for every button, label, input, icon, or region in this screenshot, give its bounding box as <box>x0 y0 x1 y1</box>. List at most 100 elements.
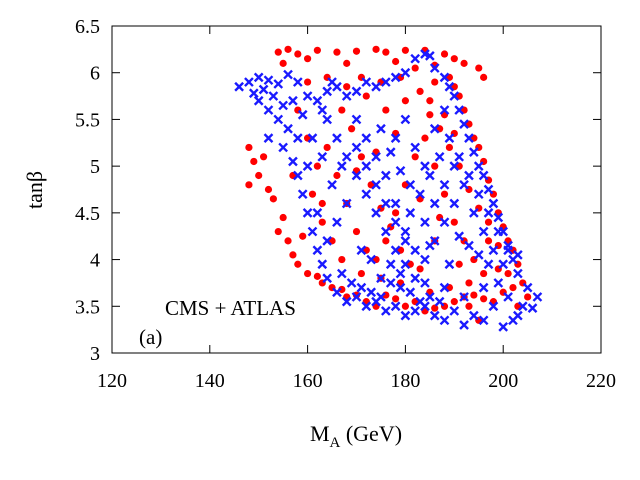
red-data-point <box>509 284 517 292</box>
blue-data-point <box>449 161 460 171</box>
blue-data-point <box>395 282 406 293</box>
blue-data-point <box>444 133 455 143</box>
red-data-point <box>304 55 312 63</box>
red-data-point <box>411 153 419 161</box>
blue-data-point <box>420 217 430 228</box>
blue-data-point <box>341 91 352 101</box>
red-data-point <box>382 106 390 114</box>
blue-data-point <box>361 133 372 143</box>
blue-data-point <box>405 208 416 218</box>
blue-data-point <box>395 268 406 279</box>
blue-data-point <box>248 88 259 99</box>
blue-data-point <box>439 72 450 83</box>
blue-data-point <box>307 133 318 143</box>
blue-data-point <box>454 151 465 162</box>
red-data-point <box>401 97 409 105</box>
red-data-point <box>352 47 361 55</box>
blue-data-point <box>371 151 381 162</box>
blue-data-point <box>317 151 328 162</box>
red-data-point <box>304 78 312 86</box>
red-data-point <box>460 59 468 67</box>
red-data-point <box>484 237 493 245</box>
blue-data-point <box>263 105 274 115</box>
y-tick-label: 5.5 <box>75 109 100 131</box>
blue-data-point <box>420 278 430 288</box>
red-data-point <box>411 64 419 72</box>
blue-data-point <box>469 147 479 157</box>
blue-data-point <box>469 208 479 218</box>
blue-data-point <box>371 179 381 190</box>
x-axis-title: MA (GeV) <box>310 421 402 451</box>
blue-data-point <box>488 245 499 256</box>
blue-data-point <box>317 105 328 115</box>
blue-data-point <box>498 321 509 332</box>
blue-data-point <box>380 226 391 237</box>
red-data-point <box>426 111 434 119</box>
blue-data-point <box>410 245 421 256</box>
blue-data-point <box>425 170 435 181</box>
blue-data-point <box>503 245 513 256</box>
red-data-point <box>392 209 400 217</box>
red-data-point <box>382 237 390 245</box>
blue-data-point <box>322 86 333 97</box>
blue-data-point <box>478 170 489 181</box>
blue-data-point <box>483 184 494 195</box>
blue-data-point <box>449 306 460 316</box>
red-data-point <box>445 143 454 152</box>
red-data-point <box>480 295 488 303</box>
blue-data-point <box>385 147 396 157</box>
blue-data-point <box>366 254 377 265</box>
red-data-point <box>475 64 483 72</box>
blue-data-point <box>493 212 504 223</box>
blue-data-point <box>429 310 440 321</box>
blue-data-point <box>292 170 303 181</box>
blue-data-point <box>390 72 401 83</box>
red-data-point <box>313 162 321 170</box>
blue-data-point <box>312 245 323 256</box>
blue-data-point <box>390 198 401 209</box>
blue-data-point <box>317 259 328 270</box>
blue-data-point <box>444 259 455 270</box>
red-data-point <box>294 260 302 268</box>
y-tick-label: 4 <box>90 250 100 272</box>
x-tick-label: 160 <box>293 370 323 392</box>
red-data-point <box>250 157 258 166</box>
blue-data-point <box>390 217 401 228</box>
y-tick-label: 3 <box>90 343 100 365</box>
blue-data-point <box>371 81 381 92</box>
red-data-point <box>279 213 287 222</box>
blue-data-point <box>307 226 318 237</box>
blue-data-point <box>429 198 440 209</box>
blue-data-point <box>302 91 313 101</box>
blue-data-point <box>425 240 435 251</box>
blue-data-point <box>385 278 396 288</box>
red-data-point <box>426 97 434 105</box>
blue-data-point <box>517 301 528 312</box>
x-tick-label: 200 <box>488 370 518 392</box>
blue-data-point <box>278 142 288 153</box>
blue-data-point <box>400 310 411 321</box>
blue-data-point <box>454 231 465 242</box>
red-data-point <box>338 106 346 114</box>
blue-data-point <box>513 250 523 260</box>
x-axis-title-main: M <box>310 421 330 446</box>
blue-data-point <box>336 268 347 279</box>
blue-data-point <box>332 217 342 228</box>
red-data-point <box>245 181 253 189</box>
red-data-point <box>313 272 321 280</box>
blue-data-point <box>449 91 460 101</box>
blue-data-point <box>385 259 396 270</box>
red-data-point <box>343 59 351 67</box>
blue-data-point <box>278 100 288 111</box>
annotation-panel-label: (a) <box>139 325 162 349</box>
blue-data-point <box>258 84 269 95</box>
red-data-point <box>313 46 321 54</box>
blue-data-point <box>513 268 523 279</box>
y-tick-label: 5 <box>90 156 100 178</box>
blue-data-point <box>297 189 308 200</box>
red-data-point <box>348 125 356 133</box>
y-tick-label: 6 <box>90 63 100 85</box>
blue-data-point <box>327 77 337 87</box>
blue-data-point <box>380 170 391 181</box>
